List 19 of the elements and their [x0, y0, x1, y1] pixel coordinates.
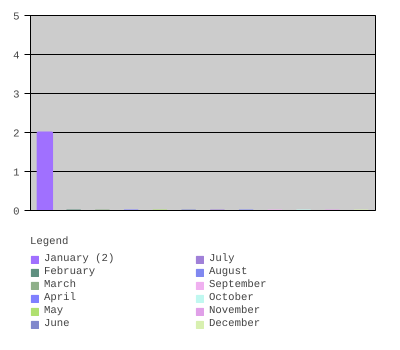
legend-label: May [44, 305, 64, 317]
legend-label: December [209, 318, 262, 330]
y-tick-label: 2 [13, 128, 20, 140]
y-tick-label: 3 [13, 90, 20, 102]
legend-label: June [44, 318, 71, 330]
legend-label: April [44, 292, 77, 304]
y-tick-label: 0 [13, 206, 20, 218]
legend-label: January (2) [44, 253, 116, 265]
legend-label: August [209, 266, 248, 278]
legend-label: November [209, 305, 262, 317]
legend-label: October [209, 292, 255, 304]
legend-label: March [44, 279, 77, 291]
y-tick-label: 4 [13, 50, 20, 62]
y-tick-label: 5 [13, 12, 20, 24]
legend-label: September [209, 279, 268, 291]
legend-label: February [44, 266, 96, 278]
legend-label: July [209, 253, 236, 265]
legend-title: Legend [30, 236, 70, 248]
y-tick-label: 1 [13, 168, 20, 180]
